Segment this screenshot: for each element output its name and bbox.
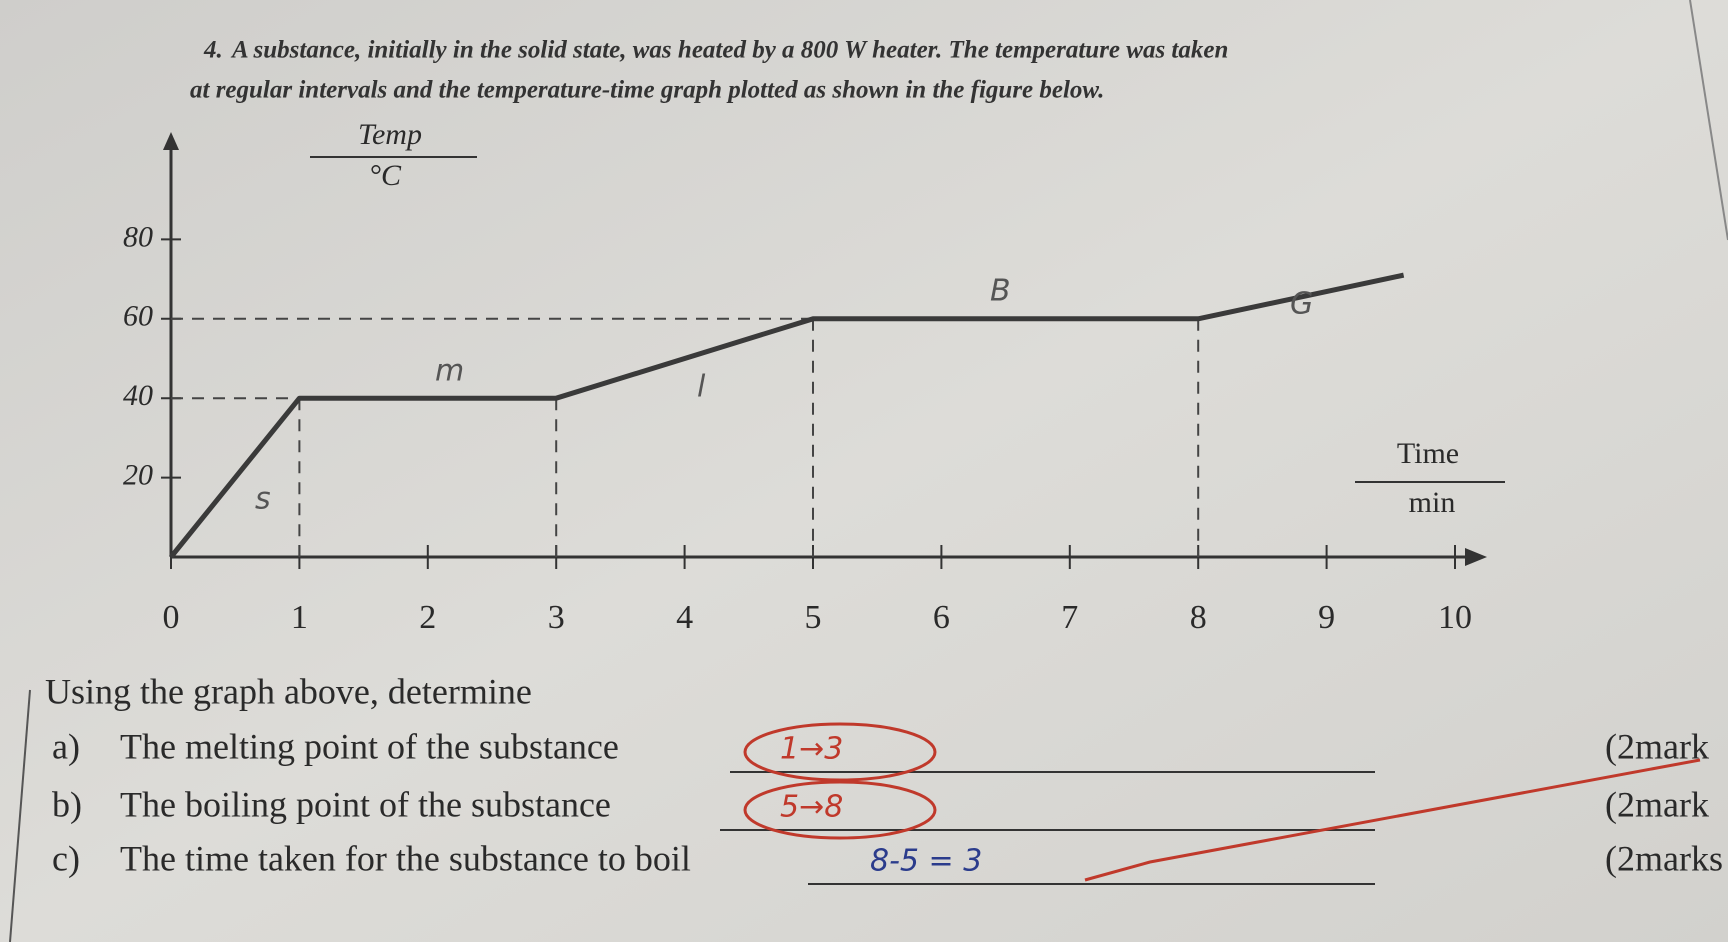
red-circle [743, 722, 937, 782]
y-tick-label: 20 [123, 458, 153, 491]
prompt: Using the graph above, determine [45, 671, 532, 711]
x-axis-unit: min [1409, 486, 1456, 519]
y-tick-label: 60 [123, 300, 153, 333]
red-circle [743, 780, 937, 840]
y-axis-arrow [163, 132, 179, 150]
marks: (2mark [1605, 784, 1709, 824]
item-label: b) [52, 784, 82, 824]
annotation: B [990, 274, 1011, 309]
x-tick-label: 6 [933, 599, 950, 636]
marks: (2mark [1605, 726, 1709, 766]
item-label: c) [52, 838, 80, 878]
y-tick-label: 40 [123, 379, 153, 412]
y-tick-label: 80 [123, 220, 153, 253]
page-edge [1689, 0, 1728, 241]
annotation: s [255, 482, 271, 517]
x-tick-label: 1 [291, 599, 308, 636]
x-tick-label: 8 [1190, 599, 1207, 636]
x-tick-label: 7 [1061, 599, 1078, 636]
answer: 1→3 [780, 732, 843, 767]
margin-line [9, 689, 31, 942]
x-tick-label: 9 [1318, 599, 1335, 636]
x-axis-arrow [1465, 548, 1487, 566]
question-text: at regular intervals and the temperature… [190, 77, 1104, 104]
item-text: The boiling point of the substance [120, 784, 611, 824]
question-number: 4. [203, 37, 223, 64]
answer: 8-5 = 3 [870, 844, 982, 879]
x-tick-label: 3 [548, 599, 565, 636]
x-tick-label: 5 [805, 599, 822, 636]
x-tick-label: 2 [419, 599, 436, 636]
answer: 5→8 [780, 790, 843, 825]
x-tick-label: 10 [1438, 599, 1472, 636]
questions: a) The melting point of the substance 1→3 (… [9, 689, 1723, 942]
red-tick [1084, 758, 1701, 882]
annotation: l [697, 370, 706, 405]
item-text: The time taken for the substance to boil [120, 838, 691, 878]
question-text: A substance, initially in the solid stat… [230, 37, 1228, 64]
item-label: a) [52, 726, 80, 766]
marks: (2marks [1605, 838, 1723, 878]
x-axis-label: Time [1397, 437, 1459, 470]
item-text: The melting point of the substance [120, 726, 619, 766]
chart: Temp °C Time min 20 40 60 80 0 1 2 3 4 5 6 7 8 9 10 s m l B G [123, 118, 1505, 636]
temperature-line [169, 272, 1405, 559]
x-tick-label: 0 [163, 599, 180, 636]
annotation: m [435, 354, 464, 389]
x-tick-label: 4 [676, 599, 693, 636]
y-axis-label: Temp [358, 118, 422, 151]
annotation: G [1290, 287, 1313, 322]
y-axis-unit: °C [369, 159, 402, 192]
